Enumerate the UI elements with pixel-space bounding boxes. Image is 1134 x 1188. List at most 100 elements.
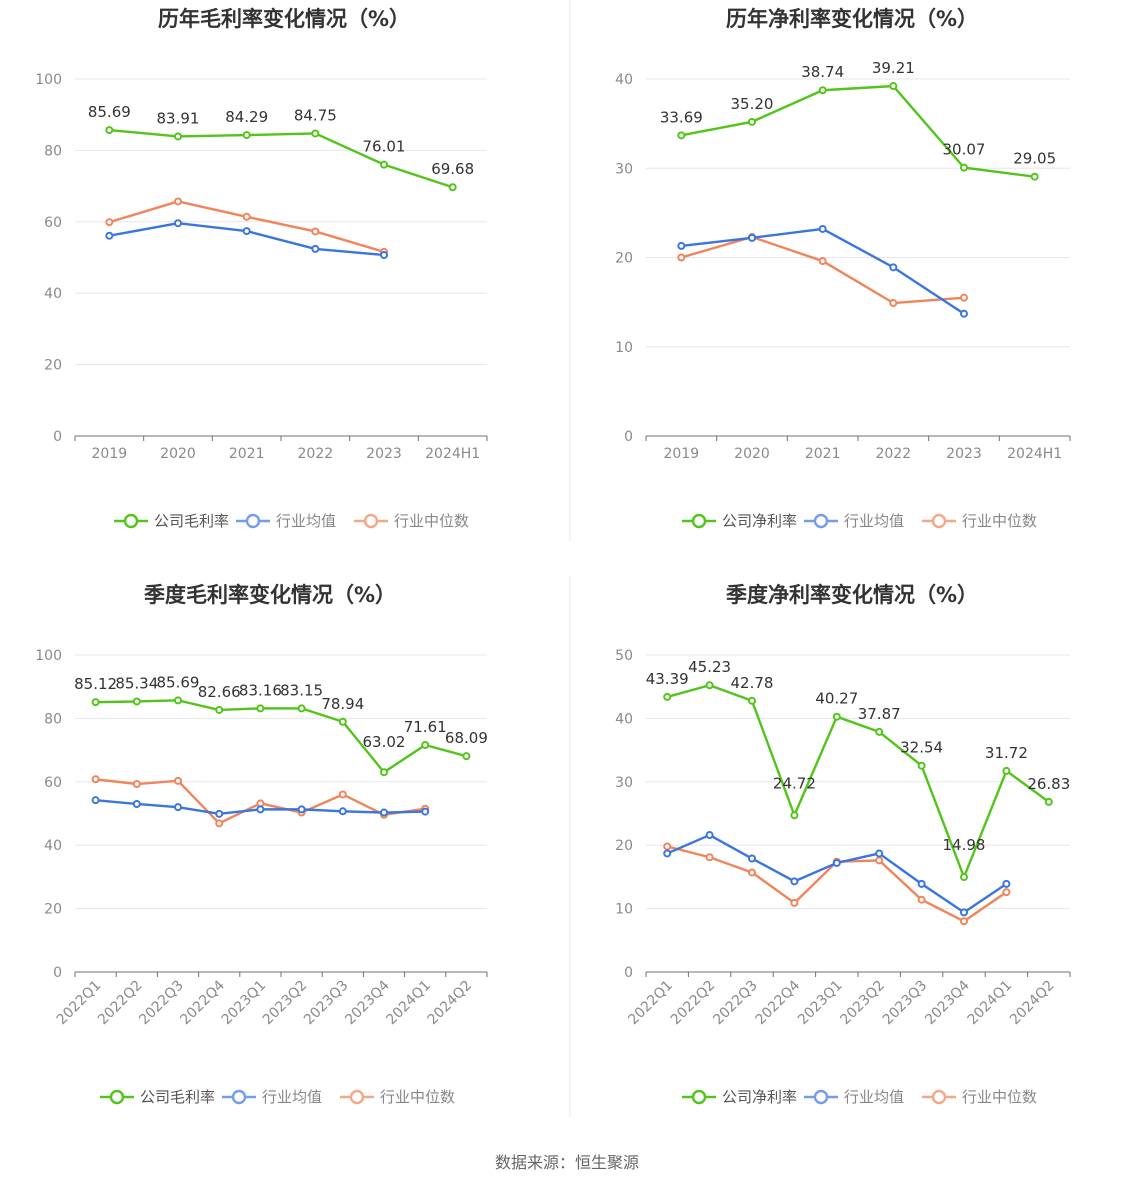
- x-tick-label: 2022Q2: [95, 978, 146, 1029]
- data-point-industry_avg: [748, 233, 756, 242]
- x-tick-label: 2024Q1: [383, 978, 434, 1029]
- legend-item-company[interactable]: 公司毛利率: [100, 1088, 215, 1106]
- data-point-industry_avg: [790, 877, 799, 886]
- chart-title: 季度毛利率变化情况（%）: [144, 583, 396, 607]
- data-point-industry_avg: [132, 799, 141, 808]
- x-tick-label: 2022Q1: [54, 978, 105, 1029]
- y-tick-label: 10: [615, 902, 633, 918]
- x-tick-label: 2022: [298, 446, 334, 462]
- legend-swatch-icon: [123, 513, 139, 529]
- x-tick-label: 2023Q2: [260, 978, 311, 1029]
- data-point-industry_median: [705, 853, 714, 862]
- legend-item-industry_median[interactable]: 行业中位数: [340, 1088, 455, 1106]
- data-label: 39.21: [872, 59, 915, 77]
- legend-swatch-icon: [231, 1089, 247, 1105]
- data-point-industry_avg: [748, 854, 756, 863]
- data-label: 83.16: [239, 681, 282, 699]
- legend-label: 行业均值: [844, 1088, 904, 1106]
- chart-title: 历年毛利率变化情况（%）: [158, 7, 410, 31]
- x-tick-label: 2019: [664, 446, 700, 462]
- legend-swatch-icon: [813, 1089, 829, 1105]
- data-point-company: [790, 811, 799, 820]
- y-tick-label: 60: [44, 215, 62, 231]
- data-point-company: [380, 160, 388, 169]
- data-point-industry_median: [174, 197, 182, 206]
- data-point-industry_avg: [380, 808, 388, 817]
- y-tick-label: 40: [615, 72, 633, 88]
- x-tick-label: 2024Q1: [965, 978, 1016, 1029]
- data-point-company: [215, 705, 224, 714]
- x-tick-label: 2023: [946, 446, 982, 462]
- legend-item-industry_avg[interactable]: 行业均值: [804, 1088, 904, 1106]
- data-point-industry_median: [960, 917, 968, 926]
- legend-swatch-icon: [245, 513, 261, 529]
- data-label: 26.83: [1027, 775, 1070, 793]
- data-point-industry_median: [917, 895, 926, 904]
- legend-item-company[interactable]: 公司净利率: [682, 512, 797, 530]
- y-tick-label: 50: [615, 648, 633, 664]
- x-tick-label: 2022Q4: [753, 977, 804, 1028]
- data-point-industry_median: [132, 780, 141, 789]
- data-point-industry_median: [748, 868, 756, 877]
- y-tick-label: 0: [624, 965, 633, 981]
- legend-item-industry_median[interactable]: 行业中位数: [354, 512, 469, 530]
- legend-label: 公司净利率: [722, 1088, 797, 1106]
- x-tick-label: 2023Q3: [880, 978, 931, 1029]
- data-point-company: [174, 132, 182, 141]
- data-label: 84.29: [225, 108, 268, 126]
- data-point-industry_avg: [917, 879, 926, 888]
- y-tick-label: 30: [615, 161, 633, 177]
- legend-item-industry_median[interactable]: 行业中位数: [922, 1088, 1037, 1106]
- data-point-company: [818, 86, 827, 95]
- legend-label: 公司毛利率: [154, 512, 229, 530]
- x-tick-label: 2023Q4: [922, 977, 973, 1028]
- data-point-company: [91, 698, 100, 707]
- legend-item-company[interactable]: 公司净利率: [682, 1088, 797, 1106]
- chart-annual-net: 历年净利率变化情况（%） 0 10 20 30 40 2019 2020 2021 2022 202…: [615, 7, 1071, 530]
- legend-swatch-icon: [931, 513, 947, 529]
- data-label: 83.15: [280, 681, 323, 699]
- legend-swatch-icon: [109, 1089, 125, 1105]
- x-tick-label: 2019: [92, 446, 128, 462]
- legend-swatch-icon: [349, 1089, 365, 1105]
- y-tick-label: 40: [44, 838, 62, 854]
- data-point-industry_avg: [421, 807, 430, 816]
- data-point-industry_median: [790, 898, 799, 907]
- legend-swatch-icon: [691, 1089, 707, 1105]
- legend-swatch-icon: [931, 1089, 947, 1105]
- x-tick-label: 2022Q3: [136, 978, 187, 1029]
- legend-label: 公司毛利率: [140, 1088, 215, 1106]
- x-tick-label: 2022Q3: [710, 978, 761, 1029]
- data-point-company: [421, 740, 430, 749]
- legend-item-industry_median[interactable]: 行业中位数: [922, 512, 1037, 530]
- data-point-company: [105, 126, 114, 135]
- legend-item-company[interactable]: 公司毛利率: [114, 512, 229, 530]
- x-tick-label: 2022Q4: [177, 977, 228, 1028]
- data-point-industry_median: [889, 299, 898, 308]
- legend-item-industry_avg[interactable]: 行业均值: [222, 1088, 322, 1106]
- data-point-company: [677, 131, 686, 140]
- data-point-industry_avg: [174, 803, 182, 812]
- data-label: 31.72: [985, 744, 1028, 762]
- data-point-company: [1030, 172, 1039, 181]
- chart-annual-gross: 历年毛利率变化情况（%） 0 20 40 60 80 100 2019 2020 2021 2022…: [35, 7, 488, 530]
- data-label: 82.66: [198, 683, 241, 701]
- x-tick-label: 2023Q1: [219, 978, 270, 1029]
- y-tick-label: 40: [44, 286, 62, 302]
- data-point-industry_avg: [663, 849, 672, 858]
- y-tick-label: 40: [615, 711, 633, 727]
- chart-title: 历年净利率变化情况（%）: [726, 7, 978, 31]
- data-point-industry_avg: [889, 263, 898, 272]
- series-line-company: [95, 699, 467, 774]
- legend-item-industry_avg[interactable]: 行业均值: [236, 512, 336, 530]
- data-label: 71.61: [404, 718, 447, 736]
- data-point-industry_median: [875, 856, 884, 865]
- data-point-industry_avg: [338, 807, 347, 816]
- legend-label: 行业中位数: [380, 1088, 455, 1106]
- y-tick-label: 0: [53, 965, 62, 981]
- data-point-company: [663, 692, 672, 701]
- legend-item-industry_avg[interactable]: 行业均值: [804, 512, 904, 530]
- data-point-company: [748, 696, 756, 705]
- y-tick-label: 20: [615, 251, 633, 267]
- data-label: 35.20: [731, 95, 774, 113]
